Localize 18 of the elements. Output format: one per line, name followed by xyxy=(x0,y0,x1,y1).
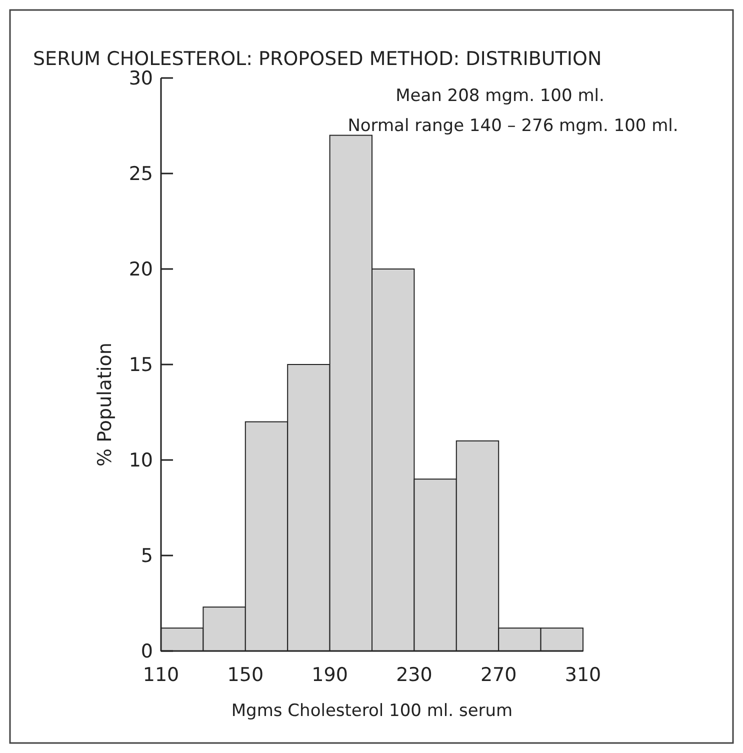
y-tick-label: 15 xyxy=(128,354,153,376)
x-axis-title: Mgms Cholesterol 100 ml. serum xyxy=(231,701,513,721)
x-tick-label: 190 xyxy=(312,664,348,686)
y-tick-label: 25 xyxy=(128,163,153,186)
x-tick-label: 310 xyxy=(564,664,602,686)
x-tick-label: 150 xyxy=(227,664,264,686)
y-tick-label: 0 xyxy=(140,640,153,663)
y-tick-label: 20 xyxy=(128,258,153,281)
x-tick-label: 110 xyxy=(142,664,180,686)
annotation: Normal range 140 – 276 mgm. 100 ml. xyxy=(348,116,678,136)
y-tick-label: 5 xyxy=(140,545,153,568)
chart-title: SERUM CHOLESTEROL: PROPOSED METHOD: DISTRIBUTION xyxy=(33,48,602,70)
y-tick-label: 30 xyxy=(128,68,153,90)
y-axis-title: % Population xyxy=(94,342,116,466)
x-tick-label: 230 xyxy=(396,664,432,686)
x-tick-label: 270 xyxy=(480,664,517,686)
annotation: Mean 208 mgm. 100 ml. xyxy=(396,86,604,106)
y-tick-label: 10 xyxy=(128,450,153,472)
